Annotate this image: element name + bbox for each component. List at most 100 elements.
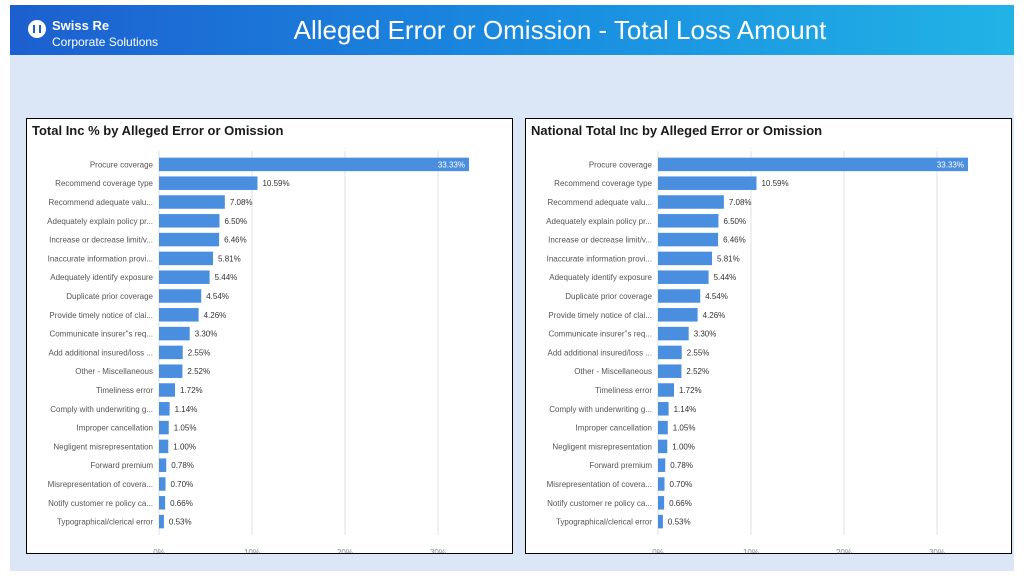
bar	[159, 477, 166, 491]
data-label: 2.55%	[687, 348, 710, 357]
category-label: Typographical/clerical error	[556, 518, 652, 527]
bar	[159, 308, 199, 322]
category-label: Inaccurate information provi...	[48, 254, 153, 263]
bar	[658, 496, 665, 510]
category-label: Other - Miscellaneous	[574, 367, 652, 376]
bar	[658, 214, 719, 228]
chart-panel-total-inc-pct[interactable]: Total Inc % by Alleged Error or Omission…	[26, 118, 513, 554]
category-label: Forward premium	[589, 461, 652, 470]
bar	[159, 439, 169, 454]
bar	[159, 214, 220, 228]
data-label: 1.14%	[175, 405, 198, 414]
data-label: 6.50%	[723, 217, 746, 226]
bar	[658, 439, 668, 454]
category-label: Misrepresentation of covera...	[547, 480, 652, 489]
bar	[658, 251, 713, 266]
category-label: Recommend coverage type	[554, 179, 652, 188]
category-label: Increase or decrease limit/v...	[548, 236, 652, 245]
bar	[159, 326, 190, 341]
logo-subtitle: Corporate Solutions	[52, 35, 159, 49]
bar	[159, 251, 214, 266]
bar	[159, 232, 220, 247]
data-label: 6.46%	[224, 236, 247, 245]
category-label: Procure coverage	[90, 160, 154, 169]
data-label: 6.50%	[224, 217, 247, 226]
data-label: 4.26%	[204, 311, 227, 320]
data-label: 5.44%	[215, 273, 238, 282]
category-label: Negligent misrepresentation	[552, 442, 652, 451]
bar	[658, 383, 674, 397]
data-label: 33.33%	[937, 160, 964, 169]
category-label: Adequately explain policy pr...	[47, 217, 153, 226]
bar	[159, 402, 170, 416]
report-header: Swiss Re Corporate Solutions Alleged Err…	[10, 5, 1014, 55]
x-tick-label: 10%	[743, 548, 759, 553]
bar	[658, 514, 663, 529]
data-label: 0.78%	[670, 461, 693, 470]
data-label: 0.53%	[668, 518, 691, 527]
data-label: 2.52%	[187, 367, 210, 376]
bar-chart: 0% 10% 20% 30% Procure coverage 33.33% Recomme…	[546, 151, 968, 553]
data-label: 1.14%	[674, 405, 697, 414]
bar	[159, 420, 169, 435]
bar	[159, 514, 164, 529]
category-label: Typographical/clerical error	[57, 518, 153, 527]
data-label: 1.72%	[180, 386, 203, 395]
chart-panel-national-total-inc[interactable]: National Total Inc by Alleged Error or O…	[525, 118, 1012, 554]
bar	[658, 289, 701, 303]
bar	[658, 195, 724, 209]
data-label: 3.30%	[694, 330, 717, 339]
data-label: 6.46%	[723, 236, 746, 245]
bar	[159, 195, 225, 209]
bar	[658, 420, 668, 435]
category-label: Adequately explain policy pr...	[546, 217, 652, 226]
data-label: 0.66%	[669, 499, 692, 508]
bar	[658, 232, 719, 247]
category-label: Timeliness error	[96, 386, 153, 395]
category-label: Misrepresentation of covera...	[48, 480, 153, 489]
data-label: 0.70%	[670, 480, 693, 489]
category-label: Improper cancellation	[576, 424, 652, 433]
data-label: 5.81%	[218, 254, 241, 263]
data-label: 3.30%	[195, 330, 218, 339]
data-label: 2.52%	[686, 367, 709, 376]
bar	[658, 176, 757, 190]
chart-title: Total Inc % by Alleged Error or Omission	[32, 123, 284, 138]
category-label: Negligent misrepresentation	[53, 442, 153, 451]
category-label: Add additional insured/loss ...	[48, 348, 153, 357]
data-label: 1.05%	[174, 424, 197, 433]
category-label: Recommend coverage type	[55, 179, 153, 188]
data-label: 5.81%	[717, 254, 740, 263]
data-label: 2.55%	[188, 348, 211, 357]
bar	[658, 308, 698, 322]
x-tick-label: 10%	[244, 548, 260, 553]
category-label: Timeliness error	[595, 386, 652, 395]
data-label: 33.33%	[438, 160, 465, 169]
bar	[159, 496, 166, 510]
bar	[159, 364, 183, 378]
bar	[159, 270, 210, 284]
category-label: Duplicate prior coverage	[66, 292, 153, 301]
swiss-re-logo-icon	[28, 20, 46, 38]
bar-chart: 0% 10% 20% 30% Procure coverage 33.33% Recomme…	[47, 151, 469, 553]
data-label: 1.00%	[672, 442, 695, 451]
category-label: Recommend adequate valu...	[48, 198, 153, 207]
category-label: Provide timely notice of clai...	[49, 311, 153, 320]
data-label: 0.78%	[171, 461, 194, 470]
bar	[159, 458, 167, 472]
data-label: 7.08%	[230, 198, 253, 207]
bar	[159, 345, 183, 360]
bar	[658, 270, 709, 284]
data-label: 5.44%	[714, 273, 737, 282]
page-title: Alleged Error or Omission - Total Loss A…	[293, 15, 827, 45]
bar	[658, 345, 682, 360]
category-label: Procure coverage	[589, 160, 653, 169]
category-label: Comply with underwriting g...	[549, 405, 652, 414]
bar	[159, 157, 469, 172]
category-label: Notify customer re policy ca...	[48, 499, 153, 508]
category-label: Comply with underwriting g...	[50, 405, 153, 414]
data-label: 0.53%	[169, 518, 192, 527]
category-label: Improper cancellation	[77, 424, 153, 433]
category-label: Provide timely notice of clai...	[548, 311, 652, 320]
bar	[159, 289, 202, 303]
